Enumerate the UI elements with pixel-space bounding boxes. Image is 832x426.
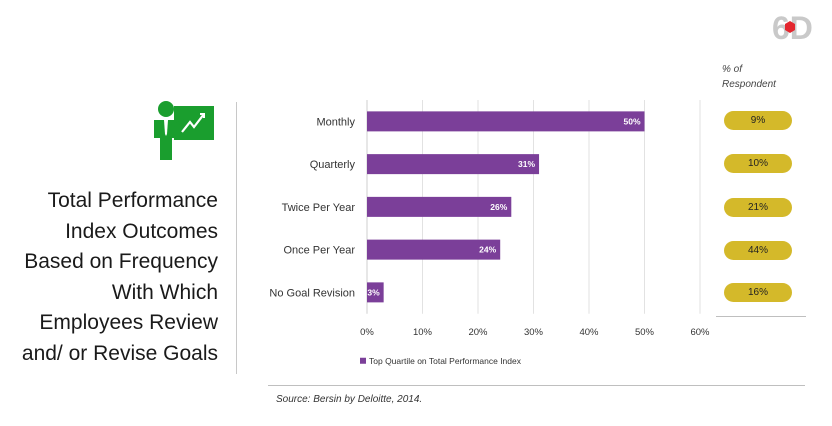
title-line: Index Outcomes (65, 219, 218, 243)
category-label: Once Per Year (283, 245, 355, 257)
respondent-panel: 9% 10% 21% 44% 16% (716, 98, 806, 317)
legend-swatch (360, 357, 366, 364)
title-line: With Which (111, 280, 218, 304)
title-line: Total Performance (47, 189, 218, 212)
data-label: 3% (367, 287, 380, 297)
presenter-icon (154, 101, 214, 160)
data-label: 31% (518, 159, 535, 169)
respondent-pill: 9% (724, 111, 792, 130)
respondent-header: % of Respondent (722, 62, 776, 92)
bar (367, 154, 540, 175)
respondent-pill: 10% (724, 154, 792, 173)
category-label: Twice Per Year (282, 202, 356, 214)
title-line: Employees Review (39, 311, 218, 334)
bar (367, 111, 645, 132)
source-note: Source: Bersin by Deloitte, 2014. (276, 394, 423, 405)
bar-chart: Monthly 50% Quarterly 31% Twice Per Year 26% O… (269, 100, 710, 366)
respondent-pill: 16% (724, 283, 792, 302)
x-tick-label: 40% (579, 327, 599, 338)
x-tick-label: 0% (360, 327, 374, 338)
x-tick-label: 10% (413, 327, 433, 338)
title-line: and/ or Revise Goals (21, 341, 218, 365)
brand-logo: 6D (772, 10, 813, 44)
respondent-header-line: % of (722, 64, 743, 75)
title-line: Based on Frequency (24, 250, 218, 273)
x-tick-label: 20% (468, 327, 488, 338)
legend-label: Top Quartile on Total Performance Index (369, 356, 522, 366)
bar (367, 282, 384, 303)
source-divider (268, 385, 805, 386)
bar (367, 239, 501, 260)
respondent-pill: 44% (724, 241, 792, 260)
data-label: 26% (490, 202, 507, 212)
data-label: 24% (479, 245, 496, 255)
data-label: 50% (623, 116, 640, 126)
category-label: No Goal Revision (269, 287, 355, 299)
respondent-pill: 21% (724, 198, 792, 217)
x-tick-label: 50% (635, 327, 655, 338)
category-label: Monthly (316, 116, 355, 128)
bar (367, 196, 512, 217)
x-tick-label: 30% (524, 327, 544, 338)
vertical-divider (236, 102, 237, 374)
respondent-header-line: Respondent (722, 79, 776, 90)
x-tick-label: 60% (690, 327, 710, 338)
brand-logo-hexagon (785, 21, 795, 33)
page-title: Total Performance Index Outcomes Based o… (10, 186, 218, 369)
category-label: Quarterly (310, 159, 356, 171)
